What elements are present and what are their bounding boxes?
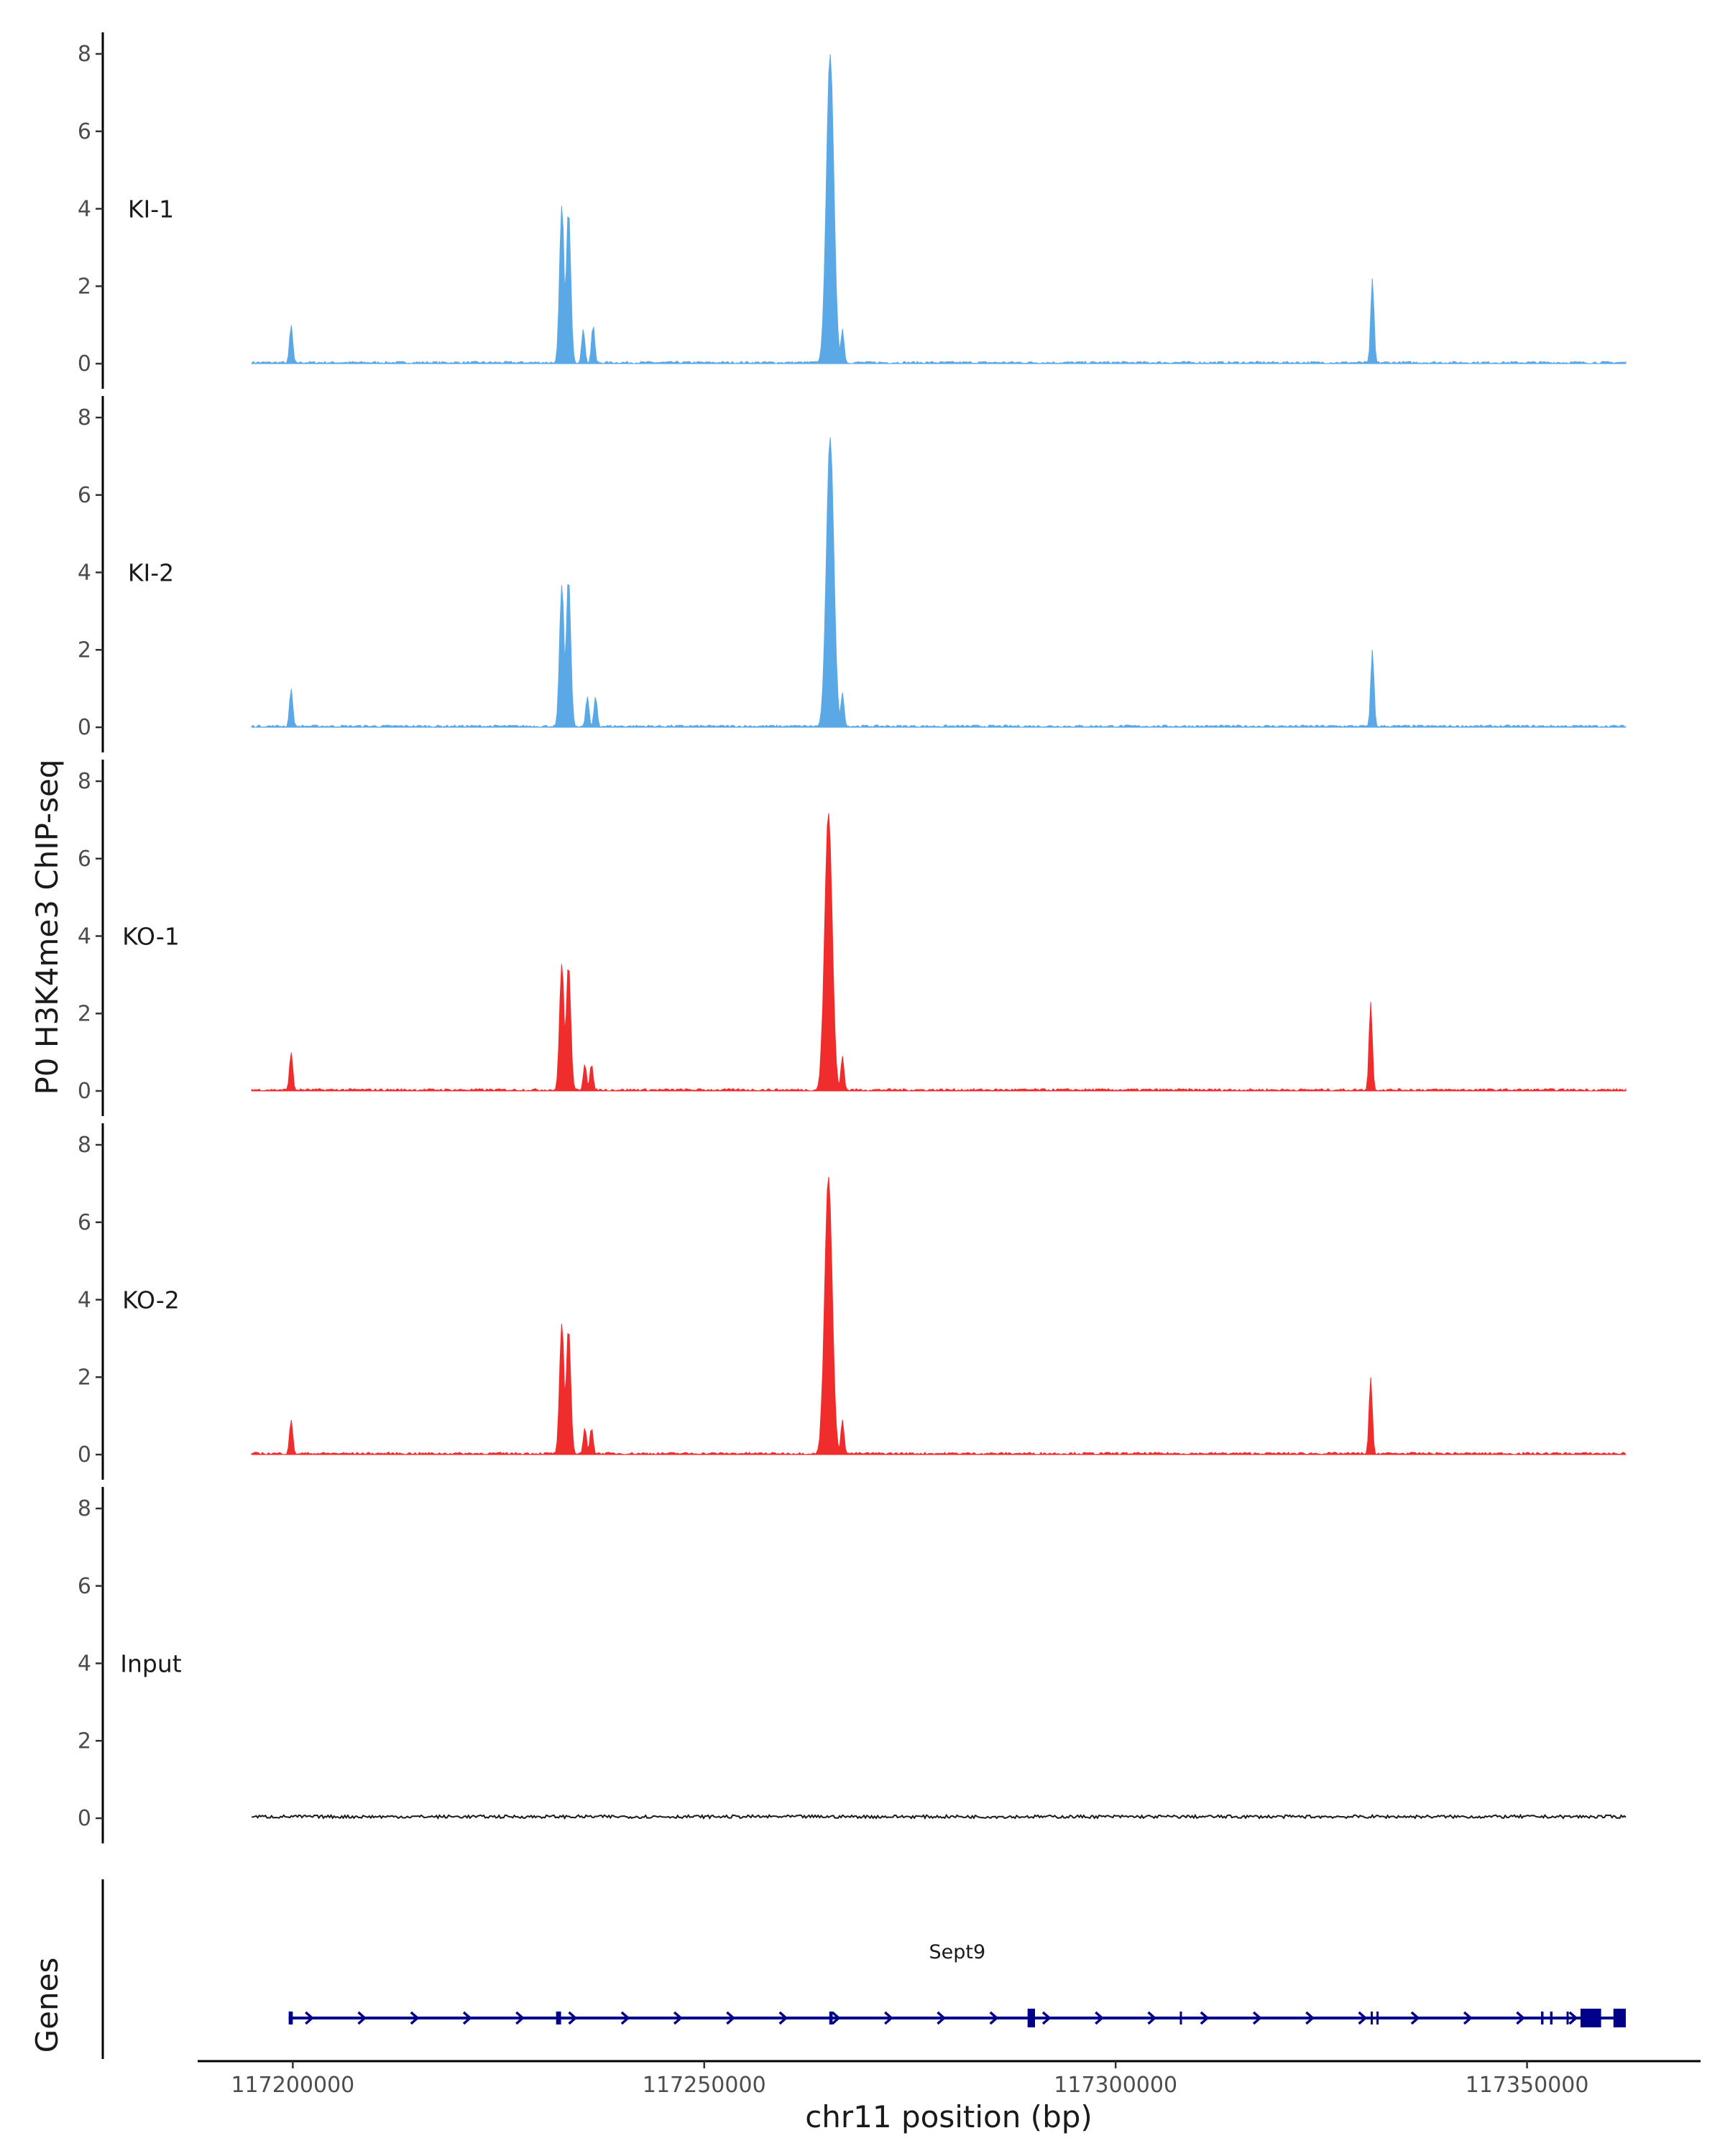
signal-line [252, 1813, 1627, 1820]
y-tick-label: 0 [78, 1442, 91, 1468]
signal-area [251, 437, 1627, 728]
x-tick-label: 117200000 [231, 2073, 354, 2098]
y-tick-label: 8 [78, 42, 91, 67]
gene-sept9: Sept9 [288, 1941, 1626, 2027]
strand-arrow [1568, 2011, 1578, 2025]
tracks-group: 0 2 4 6 8 KI-1 0 2 4 6 8 KI-2 0 2 4 6 8 KO-1 0 2 4 6 8 KO-2 0 2 4 6… [78, 32, 1627, 1843]
y-tick-label: 6 [78, 847, 91, 872]
x-tick-label: 117250000 [643, 2073, 766, 2098]
y-tick-label: 8 [78, 769, 91, 794]
strand-arrow [937, 2011, 947, 2025]
track-label: Input [120, 1650, 182, 1678]
exon [829, 2012, 833, 2024]
genes-track-title: Genes [29, 1958, 65, 2053]
track-ki-1: 0 2 4 6 8 KI-1 [78, 32, 1627, 389]
y-tick-label: 8 [78, 405, 91, 430]
strand-arrow [1252, 2011, 1262, 2025]
y-tick-label: 4 [78, 924, 91, 949]
exon [1541, 2012, 1544, 2024]
exon [1550, 2012, 1553, 2024]
y-tick-label: 0 [78, 1079, 91, 1104]
strand-arrow [1463, 2011, 1473, 2025]
strand-arrow [1516, 2011, 1526, 2025]
strand-arrow [410, 2011, 420, 2025]
strand-arrow [568, 2011, 578, 2025]
strand-arrow [1305, 2011, 1315, 2025]
y-tick-label: 2 [78, 1001, 91, 1026]
strand-arrow [462, 2011, 472, 2025]
y-tick-label: 2 [78, 274, 91, 299]
strand-arrow [1200, 2011, 1210, 2025]
exon [1179, 2012, 1182, 2024]
strand-arrow [1358, 2011, 1368, 2025]
track-ko-1: 0 2 4 6 8 KO-1 [78, 760, 1627, 1116]
y-tick-label: 4 [78, 1288, 91, 1313]
strand-arrow [515, 2011, 525, 2025]
y-tick-label: 4 [78, 1651, 91, 1677]
strand-arrow [884, 2011, 893, 2025]
track-label: KO-1 [122, 923, 180, 951]
strand-arrow [1041, 2011, 1052, 2025]
x-axis-title: chr11 position (bp) [805, 2099, 1092, 2134]
exon [1613, 2009, 1626, 2027]
exon [288, 2012, 293, 2024]
y-tick-label: 0 [78, 351, 91, 377]
y-tick-label: 6 [78, 1574, 91, 1599]
strand-arrow [831, 2011, 841, 2025]
signal-area [251, 813, 1627, 1092]
strand-arrow [726, 2011, 736, 2025]
y-tick-label: 0 [78, 1806, 91, 1831]
y-tick-label: 8 [78, 1133, 91, 1158]
signal-area [251, 54, 1627, 364]
strand-arrow [305, 2011, 314, 2025]
exon [1371, 2012, 1374, 2024]
genes-track: Sept9 [101, 1879, 1626, 2059]
exon [1027, 2009, 1035, 2027]
exon [1581, 2009, 1601, 2027]
track-label: KI-2 [128, 559, 174, 587]
strand-arrow [1095, 2011, 1104, 2025]
strand-arrow [778, 2011, 788, 2025]
y-tick-label: 2 [78, 637, 91, 663]
y-tick-label: 4 [78, 197, 91, 222]
y-tick-label: 6 [78, 119, 91, 144]
y-tick-label: 6 [78, 483, 91, 508]
track-label: KO-2 [122, 1286, 180, 1314]
gene-label: Sept9 [929, 1941, 985, 1963]
strand-arrow [620, 2011, 630, 2025]
track-ki-2: 0 2 4 6 8 KI-2 [78, 396, 1627, 752]
exon [1376, 2012, 1379, 2024]
track-input: 0 2 4 6 8 Input [78, 1487, 1627, 1843]
y-tick-label: 2 [78, 1728, 91, 1754]
strand-arrow [1410, 2011, 1420, 2025]
x-tick-label: 117350000 [1466, 2073, 1589, 2098]
strand-arrow [357, 2011, 367, 2025]
exon [556, 2012, 561, 2024]
x-axis: 117200000 117250000 117300000 117350000 [198, 2060, 1701, 2098]
track-label: KI-1 [128, 195, 174, 224]
y-tick-label: 0 [78, 715, 91, 740]
strand-arrow [1147, 2011, 1157, 2025]
strand-arrow [989, 2011, 999, 2025]
strand-arrow [673, 2011, 683, 2025]
track-ko-2: 0 2 4 6 8 KO-2 [78, 1123, 1627, 1480]
y-tick-label: 2 [78, 1365, 91, 1390]
y-tick-label: 8 [78, 1496, 91, 1521]
x-tick-label: 117300000 [1054, 2073, 1177, 2098]
y-axis-title: P0 H3K4me3 ChIP-seq [29, 759, 65, 1095]
y-tick-label: 6 [78, 1210, 91, 1235]
signal-area [251, 1176, 1627, 1455]
exon [1566, 2012, 1569, 2024]
y-tick-label: 4 [78, 561, 91, 586]
